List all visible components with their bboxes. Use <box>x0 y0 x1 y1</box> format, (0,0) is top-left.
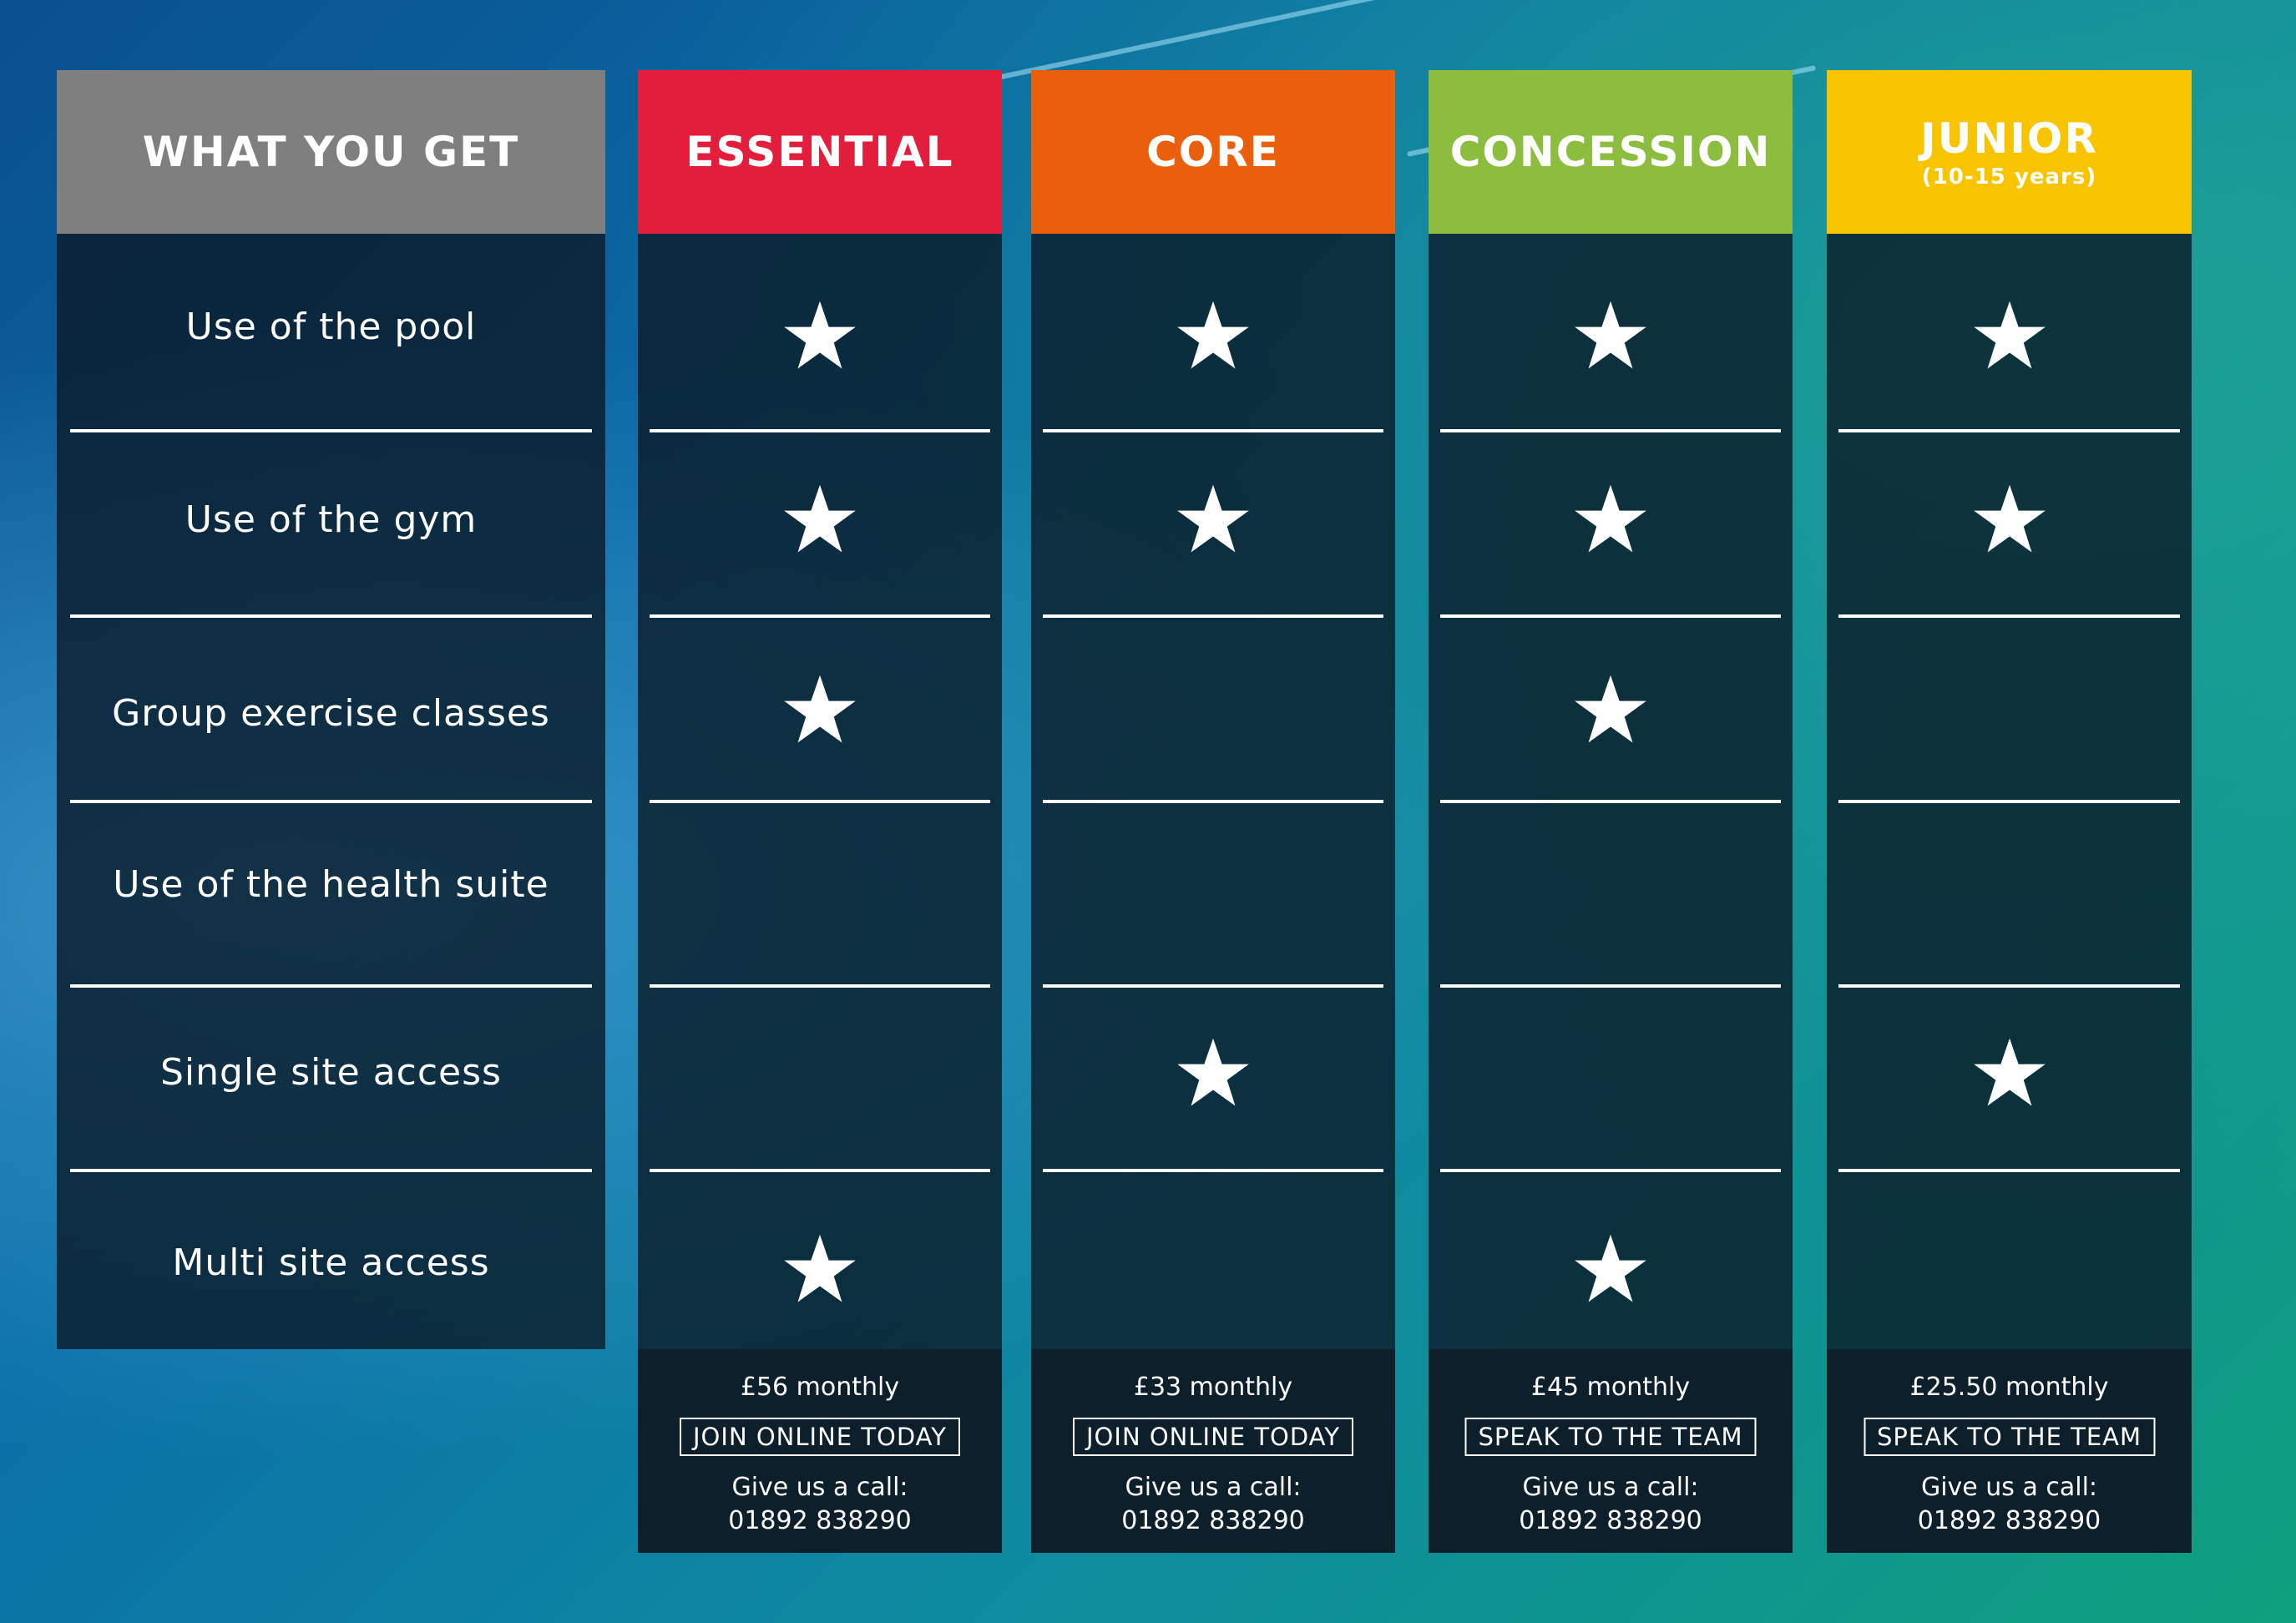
row-divider <box>1440 614 1781 618</box>
plan-column-core: CORE £33 monthly JOIN ONLINE TODAY Give … <box>1031 70 1395 1553</box>
phone-number[interactable]: 01892 838290 <box>728 1506 912 1535</box>
included-star-icon <box>782 483 857 559</box>
included-star-icon <box>782 674 857 749</box>
row-divider <box>1838 984 2180 988</box>
included-star-icon <box>1176 483 1251 559</box>
features-header: WHAT YOU GET <box>57 70 605 234</box>
included-star-icon <box>1972 300 2047 375</box>
plan-price: £33 monthly <box>1133 1373 1293 1402</box>
feature-label: Group exercise classes <box>112 692 550 735</box>
row-divider <box>1440 800 1781 803</box>
row-divider <box>1838 614 2180 618</box>
row-divider <box>70 1169 592 1172</box>
included-star-icon <box>782 300 857 375</box>
plan-name: JUNIOR <box>1920 114 2098 163</box>
phone-number[interactable]: 01892 838290 <box>1917 1506 2101 1535</box>
plan-name: ESSENTIAL <box>685 128 954 176</box>
plan-price: £45 monthly <box>1530 1373 1691 1402</box>
included-star-icon <box>1176 1037 1251 1112</box>
feature-label: Multi site access <box>172 1241 490 1284</box>
plan-price: £25.50 monthly <box>1909 1373 2109 1402</box>
row-divider <box>1043 429 1383 432</box>
row-divider <box>1838 800 2180 803</box>
plan-column-essential: ESSENTIAL £56 monthly JOIN ONLINE TODAY … <box>638 70 1002 1553</box>
plan-subtitle: (10-15 years) <box>1921 164 2097 190</box>
included-star-icon <box>1573 300 1648 375</box>
plan-name: CORE <box>1146 128 1280 176</box>
plan-price: £56 monthly <box>740 1373 900 1402</box>
plan-header: CONCESSION <box>1429 70 1793 234</box>
plan-panel <box>1031 234 1395 1349</box>
features-title: WHAT YOU GET <box>142 128 520 176</box>
included-star-icon <box>1176 300 1251 375</box>
feature-label: Use of the gym <box>185 498 478 541</box>
row-divider <box>650 800 990 803</box>
row-divider <box>650 429 990 432</box>
row-divider <box>650 984 990 988</box>
call-info: Give us a call: 01892 838290 <box>1031 1471 1395 1538</box>
plan-column-junior: JUNIOR (10-15 years) £25.50 monthly SPEA… <box>1827 70 2192 1553</box>
row-divider <box>70 614 592 618</box>
call-label: Give us a call: <box>1920 1473 2098 1502</box>
plan-header: JUNIOR (10-15 years) <box>1827 70 2192 234</box>
row-divider <box>650 1169 990 1172</box>
call-info: Give us a call: 01892 838290 <box>1429 1471 1793 1538</box>
phone-number[interactable]: 01892 838290 <box>1121 1506 1305 1535</box>
plan-footer: £25.50 monthly SPEAK TO THE TEAM Give us… <box>1827 1349 2192 1553</box>
row-divider <box>70 800 592 803</box>
plan-panel <box>1429 234 1793 1349</box>
row-divider <box>1043 614 1383 618</box>
row-divider <box>1440 984 1781 988</box>
call-label: Give us a call: <box>731 1473 908 1502</box>
row-divider <box>1043 984 1383 988</box>
feature-label: Use of the health suite <box>113 863 549 906</box>
included-star-icon <box>1972 483 2047 559</box>
feature-label: Use of the pool <box>185 306 477 348</box>
row-divider <box>650 614 990 618</box>
features-panel <box>57 234 605 1349</box>
plan-header: CORE <box>1031 70 1395 234</box>
features-column: WHAT YOU GET Use of the pool Use of the … <box>57 70 605 1349</box>
row-divider <box>1838 429 2180 432</box>
included-star-icon <box>1573 674 1648 749</box>
row-divider <box>70 429 592 432</box>
feature-label: Single site access <box>160 1051 502 1094</box>
included-star-icon <box>1573 1233 1648 1308</box>
row-divider <box>1440 1169 1781 1172</box>
speak-to-team-button[interactable]: SPEAK TO THE TEAM <box>1863 1418 2156 1456</box>
plan-name: CONCESSION <box>1449 128 1772 176</box>
row-divider <box>70 984 592 988</box>
join-online-button[interactable]: JOIN ONLINE TODAY <box>680 1418 960 1456</box>
plan-header: ESSENTIAL <box>638 70 1002 234</box>
call-label: Give us a call: <box>1125 1473 1302 1502</box>
speak-to-team-button[interactable]: SPEAK TO THE TEAM <box>1464 1418 1757 1456</box>
included-star-icon <box>1972 1037 2047 1112</box>
plan-footer: £45 monthly SPEAK TO THE TEAM Give us a … <box>1429 1349 1793 1553</box>
phone-number[interactable]: 01892 838290 <box>1519 1506 1702 1535</box>
plan-panel <box>1827 234 2192 1349</box>
plan-footer: £56 monthly JOIN ONLINE TODAY Give us a … <box>638 1349 1002 1553</box>
included-star-icon <box>782 1233 857 1308</box>
row-divider <box>1043 1169 1383 1172</box>
row-divider <box>1043 800 1383 803</box>
call-label: Give us a call: <box>1522 1473 1699 1502</box>
row-divider <box>1440 429 1781 432</box>
call-info: Give us a call: 01892 838290 <box>1827 1471 2192 1538</box>
call-info: Give us a call: 01892 838290 <box>638 1471 1002 1538</box>
plan-footer: £33 monthly JOIN ONLINE TODAY Give us a … <box>1031 1349 1395 1553</box>
plan-panel <box>638 234 1002 1349</box>
plan-column-concession: CONCESSION £45 monthly SPEAK TO THE TEAM… <box>1429 70 1793 1553</box>
row-divider <box>1838 1169 2180 1172</box>
join-online-button[interactable]: JOIN ONLINE TODAY <box>1073 1418 1353 1456</box>
included-star-icon <box>1573 483 1648 559</box>
